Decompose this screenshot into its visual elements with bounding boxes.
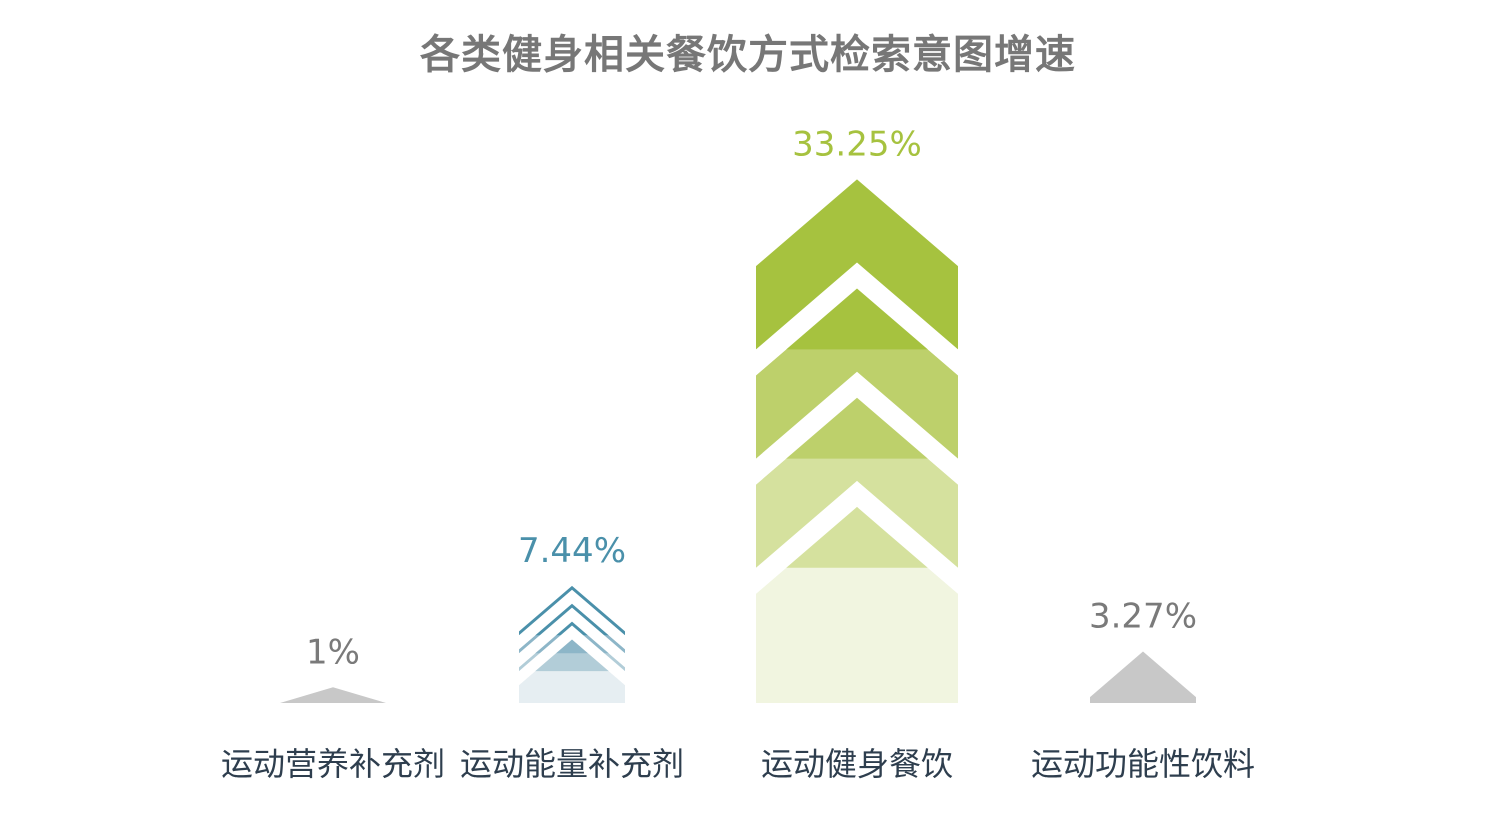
value-label-3: 33.25% [792, 124, 922, 164]
bar-2-separator-1 [519, 589, 625, 650]
category-label-1: 运动营养补充剂 [221, 745, 445, 783]
category-label-4: 运动功能性饮料 [1031, 745, 1255, 783]
value-label-4: 3.27% [1089, 596, 1197, 636]
bar-2-layer-4 [519, 639, 625, 703]
bar-2-separator-2 [519, 607, 625, 668]
bar-2-separator-3 [519, 625, 625, 686]
bar-group-2 [519, 585, 625, 703]
chart-title: 各类健身相关餐饮方式检索意图增速 [420, 32, 1076, 78]
category-label-2: 运动能量补充剂 [460, 745, 684, 783]
bar-4 [1090, 651, 1196, 703]
bar-3-separator-2 [756, 371, 958, 485]
bar-3-separator-3 [756, 480, 958, 594]
value-label-2: 7.44% [518, 531, 626, 571]
bar-group-3 [756, 179, 958, 703]
bar-3-separator-1 [756, 262, 958, 376]
bar-group-1 [280, 687, 386, 703]
category-label-3: 运动健身餐饮 [761, 745, 953, 783]
bar-1 [280, 687, 386, 703]
value-label-1: 1% [306, 632, 360, 672]
bar-group-4 [1090, 651, 1196, 703]
